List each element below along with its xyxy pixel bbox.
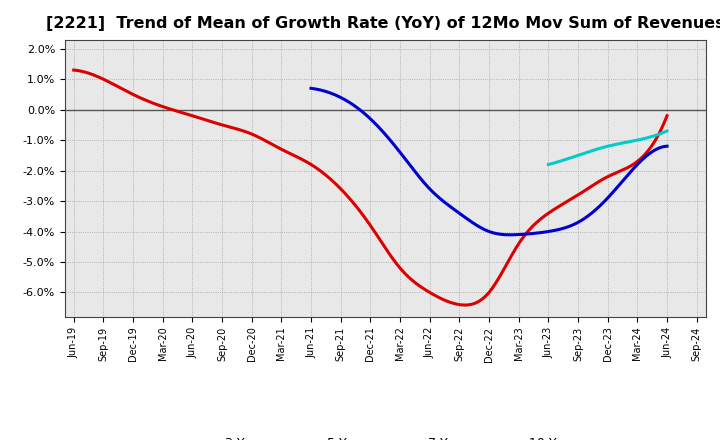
- Legend: 3 Years, 5 Years, 7 Years, 10 Years: 3 Years, 5 Years, 7 Years, 10 Years: [183, 432, 588, 440]
- Title: [2221]  Trend of Mean of Growth Rate (YoY) of 12Mo Mov Sum of Revenues: [2221] Trend of Mean of Growth Rate (YoY…: [46, 16, 720, 32]
